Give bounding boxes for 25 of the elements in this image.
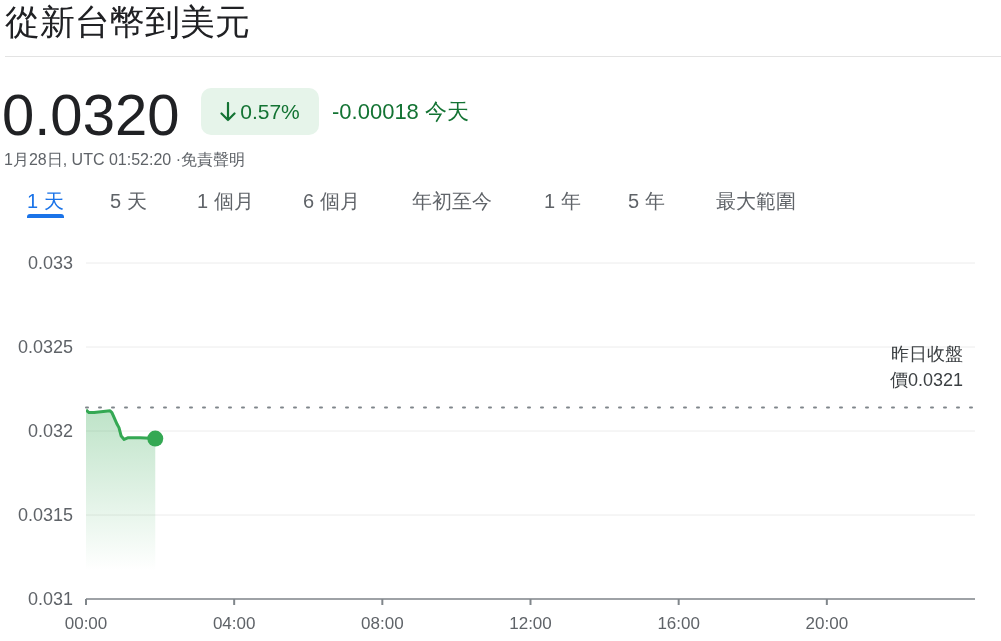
text: 1 天 [27,189,64,213]
text: 5 天 [110,189,147,213]
y-tick-label: 0.031 [27,589,73,610]
change-badge: 0.57% [201,88,319,135]
x-tick-label: 20:00 [805,614,849,634]
text: 最大範圍 [716,189,796,213]
text: 1 年 [544,189,581,213]
text: -0.00018 今天 [332,98,469,126]
x-tick-label: 16:00 [657,614,700,634]
y-tick-label: 0.0325 [17,337,73,358]
y-tick-label: 0.033 [27,253,73,274]
text: 5 年 [628,189,665,213]
x-tick-label: 00:00 [64,614,108,634]
chart-title: 從新台幣到美元 [5,2,250,41]
x-tick-label: 04:00 [212,614,256,634]
text: 0.0320 [2,82,180,147]
ref-line-label: 昨日收盤價0.0321 [888,343,963,393]
x-tick-label: 12:00 [509,614,552,634]
text: 年初至今 [412,189,492,213]
y-tick-label: 0.032 [27,421,73,442]
text: 1月28日, UTC 01:52:20 ·免責聲明 [4,150,245,170]
text: 1 個月 [197,189,254,213]
y-tick-label: 0.0315 [17,505,73,526]
text: 6 個月 [303,189,360,213]
x-tick-label: 08:00 [361,614,404,634]
